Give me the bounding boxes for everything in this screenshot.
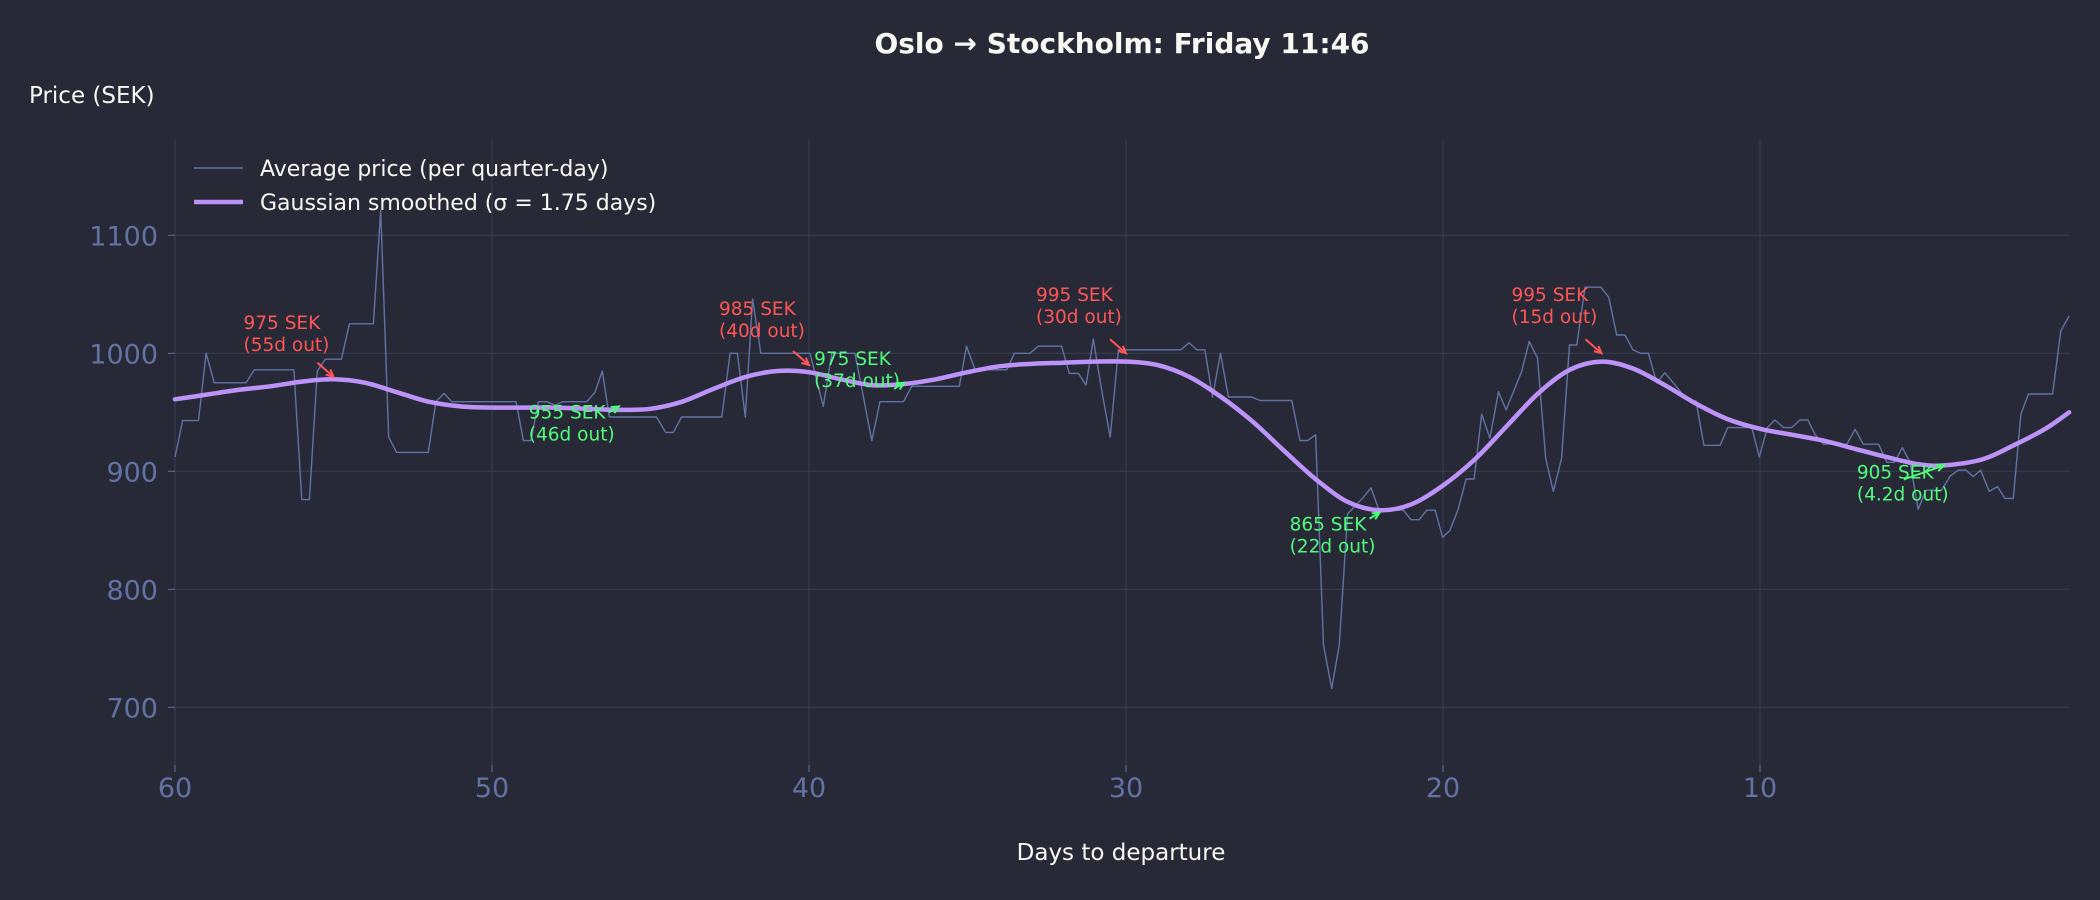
annotation-peak: 995 SEK(15d out) — [1512, 285, 1604, 355]
tick-label-x: 50 — [475, 773, 509, 804]
annotation-arrow-head — [1935, 463, 1947, 472]
annotation-label-days: (55d out) — [244, 335, 330, 356]
annotation-arrow-shaft — [1109, 338, 1127, 354]
annotation-peak: 975 SEK(55d out) — [244, 313, 336, 379]
tick-label-x: 60 — [158, 773, 192, 804]
annotation-arrow-head — [325, 369, 336, 379]
tick-label-y: 800 — [106, 575, 158, 606]
annotation-peak: 995 SEK(30d out) — [1036, 285, 1128, 355]
annotation-arrow-head — [610, 405, 621, 414]
annotation-label-price: 995 SEK — [1512, 285, 1590, 306]
tick-label-x: 20 — [1426, 773, 1460, 804]
legend-label-smoothed: Gaussian smoothed (σ = 1.75 days) — [260, 191, 656, 216]
annotation-arrow-shaft — [1903, 464, 1945, 481]
annotation-label-price: 975 SEK — [244, 313, 322, 334]
tick-label-y: 900 — [106, 457, 158, 488]
annotation-arrow-shaft — [316, 362, 335, 378]
y-axis-label: Price (SEK) — [29, 83, 155, 109]
annotation-label-price: 995 SEK — [1036, 285, 1114, 306]
annotations: 975 SEK(55d out)955 SEK(46d out)985 SEK(… — [244, 285, 1949, 557]
annotation-label-days: (30d out) — [1036, 307, 1122, 328]
series-layer — [172, 209, 2072, 690]
annotation-label-days: (22d out) — [1290, 537, 1376, 558]
annotation-label-price: 905 SEK — [1857, 462, 1935, 483]
smoothed-price-line — [172, 359, 2072, 513]
axis-ticks: 60 50 40 30 20 10 700 800 900 1000 1100 — [89, 221, 1777, 804]
annotation-trough: 955 SEK(46d out) — [529, 402, 621, 445]
annotation-arrow-head — [1118, 345, 1128, 355]
tick-label-y: 1000 — [89, 339, 158, 370]
tick-label-y: 700 — [106, 693, 158, 724]
annotation-arrow-shaft — [792, 350, 810, 366]
annotation-arrow-head — [801, 357, 811, 367]
tick-label-x: 40 — [792, 773, 826, 804]
tick-label-x: 30 — [1109, 773, 1143, 804]
annotation-arrow-head — [1593, 345, 1604, 355]
tick-label-x: 10 — [1743, 773, 1777, 804]
annotation-label-price: 985 SEK — [719, 299, 797, 320]
annotation-trough: 905 SEK(4.2d out) — [1857, 462, 1949, 505]
annotation-label-days: (4.2d out) — [1857, 484, 1949, 505]
annotation-label-days: (40d out) — [719, 321, 805, 342]
annotation-label-days: (46d out) — [529, 424, 615, 445]
chart-title: Oslo → Stockholm: Friday 11:46 — [874, 27, 1369, 60]
annotation-label-days: (15d out) — [1512, 307, 1598, 328]
annotation-arrow-head — [896, 381, 907, 391]
legend-label-raw: Average price (per quarter-day) — [260, 157, 608, 182]
annotation-label-price: 865 SEK — [1290, 515, 1368, 536]
annotation-peak: 985 SEK(40d out) — [719, 299, 811, 367]
annotation-label-price: 955 SEK — [529, 402, 607, 423]
annotation-arrow-shaft — [1584, 338, 1603, 354]
annotation-arrow-head — [1371, 511, 1382, 520]
tick-label-y: 1100 — [89, 221, 158, 252]
annotation-trough: 975 SEK(37d out) — [814, 349, 907, 392]
annotation-label-days: (37d out) — [814, 371, 900, 392]
legend: Average price (per quarter-day) Gaussian… — [194, 157, 656, 216]
annotation-trough: 865 SEK(22d out) — [1290, 511, 1382, 558]
annotation-label-price: 975 SEK — [814, 349, 892, 370]
x-axis-label: Days to departure — [1017, 840, 1226, 866]
raw-price-line — [174, 209, 2070, 690]
